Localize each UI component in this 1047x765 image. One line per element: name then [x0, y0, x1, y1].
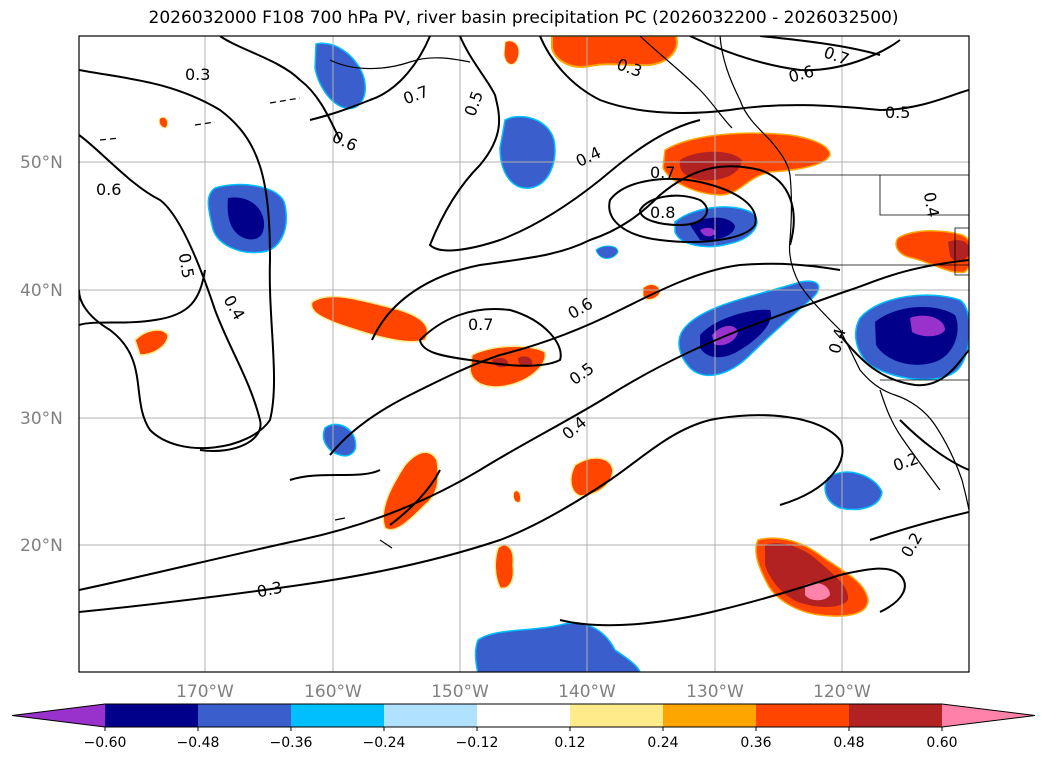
pv-contours [79, 36, 969, 627]
map-title: 2026032000 F108 700 hPa PV, river basin … [148, 8, 899, 28]
colorbar-swatch [756, 704, 850, 727]
colorbar-swatch [384, 704, 478, 727]
colorbar-tick-label: −0.60 [84, 735, 127, 751]
positive-anomaly-patch [494, 544, 515, 589]
positive-anomaly-patch [805, 582, 830, 601]
colorbar-tick-label: −0.36 [270, 735, 313, 751]
lat-label: 20°N [20, 536, 63, 556]
negative-anomaly-patch [322, 423, 357, 457]
negative-anomaly-core [227, 197, 265, 240]
positive-anomaly-patch [570, 457, 614, 497]
colorbar: −0.60 −0.48 −0.36 −0.24 −0.12 0.12 0.24 0.36 0.4… [11, 703, 1036, 751]
negative-anomaly-patch [474, 622, 641, 672]
colorbar-tick-label: −0.24 [363, 735, 406, 751]
contour-label: 0.3 [255, 578, 284, 602]
positive-anomaly-patch [134, 329, 169, 356]
contour-label: 0.5 [175, 252, 198, 280]
positive-anomaly-patch [469, 345, 546, 388]
lon-label: 140°W [558, 682, 616, 702]
colorbar-tick-label: 0.60 [926, 735, 957, 751]
colorbar-swatch [570, 704, 664, 727]
colorbar-tick-label: 0.12 [554, 735, 585, 751]
contour-label: 0.4 [920, 191, 943, 219]
precip-pc-fill-layer [134, 36, 969, 672]
lat-label: 50°N [20, 153, 63, 173]
colorbar-tick-label: 0.24 [647, 735, 678, 751]
colorbar-tick-label: 0.48 [833, 735, 864, 751]
latitude-labels: 50°N 40°N 30°N 20°N [20, 153, 63, 556]
contour-label: 0.5 [885, 103, 910, 122]
lon-label: 130°W [686, 682, 744, 702]
colorbar-swatch [198, 704, 292, 727]
coastlines [99, 36, 969, 549]
lon-label: 120°W [813, 682, 871, 702]
positive-anomaly-patch [512, 490, 521, 503]
positive-anomaly-patch [551, 36, 678, 68]
plot-frame [78, 35, 970, 673]
colorbar-tick-label: −0.12 [456, 735, 499, 751]
positive-anomaly-patch [503, 40, 520, 65]
positive-anomaly-patch [518, 356, 533, 367]
lat-label: 30°N [20, 409, 63, 429]
negative-anomaly-patch [314, 42, 366, 110]
colorbar-swatch [12, 704, 105, 727]
negative-anomaly-patch [824, 471, 883, 511]
lon-label: 160°W [304, 682, 362, 702]
lon-label: 150°W [431, 682, 489, 702]
contour-label: 0.8 [650, 203, 675, 222]
negative-anomaly-patch [595, 245, 619, 259]
positive-anomaly-patch [948, 240, 969, 262]
contour-label: 0.3 [185, 65, 210, 84]
graticule [79, 36, 969, 672]
colorbar-swatch [942, 704, 1035, 727]
colorbar-swatch [477, 704, 571, 727]
lat-label: 40°N [20, 281, 63, 301]
colorbar-swatch [849, 704, 943, 727]
negative-anomaly-core [700, 227, 716, 237]
positive-anomaly-patch [310, 295, 429, 343]
lon-label: 170°W [176, 682, 234, 702]
longitude-labels: 170°W 160°W 150°W 140°W 130°W 120°W [176, 682, 871, 702]
contour-label: 0.7 [468, 315, 493, 334]
colorbar-swatch [105, 704, 199, 727]
colorbar-tick-label: −0.48 [177, 735, 220, 751]
positive-anomaly-patch [158, 116, 169, 129]
colorbar-tick-label: 0.36 [740, 735, 771, 751]
contour-label: 0.6 [96, 180, 121, 199]
contour-label: 0.7 [650, 163, 675, 182]
negative-anomaly-core [910, 315, 945, 337]
colorbar-swatch [663, 704, 757, 727]
colorbar-swatch [291, 704, 385, 727]
negative-anomaly-patch [499, 115, 556, 189]
